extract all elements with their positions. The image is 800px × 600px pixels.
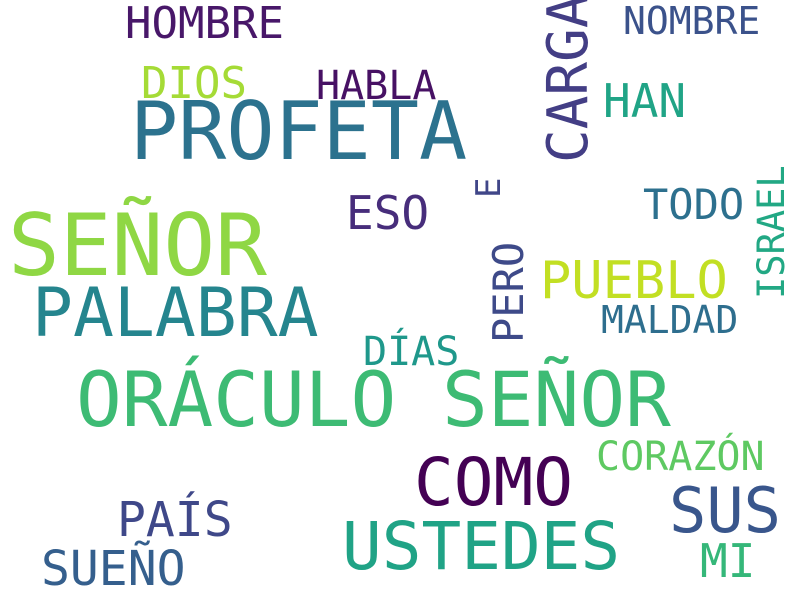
word-corazon: CORAZÓN — [596, 434, 765, 480]
word-pero: PERO — [484, 241, 533, 343]
word-carga: CARGA — [536, 0, 601, 163]
word-hombre: HOMBRE — [125, 0, 284, 49]
word-todo: TODO — [643, 180, 745, 229]
word-dias: DÍAS — [363, 329, 460, 375]
word-palabra: PALABRA — [32, 274, 319, 353]
word-oraculo-senor: ORÁCULO SEÑOR — [76, 355, 671, 444]
word-como: COMO — [414, 444, 573, 521]
word-e: E — [469, 177, 509, 198]
word-sus: SUS — [669, 474, 781, 547]
word-eso: ESO — [346, 186, 430, 240]
word-pais: PAÍS — [117, 492, 233, 548]
word-ustedes: USTEDES — [342, 508, 621, 585]
word-han: HAN — [603, 74, 687, 128]
word-habla: HABLA — [316, 63, 437, 109]
word-dios: DIOS — [141, 58, 247, 109]
word-nombre: NOMBRE — [623, 0, 761, 43]
word-israel: ISRAEL — [750, 165, 793, 299]
word-sueno: SUEÑO — [41, 541, 186, 597]
word-profeta: PROFETA — [130, 85, 468, 178]
word-mi: MI — [700, 534, 756, 588]
word-maldad: MALDAD — [601, 298, 739, 342]
word-senor: SEÑOR — [8, 196, 267, 296]
word-pueblo: PUEBLO — [540, 251, 728, 311]
